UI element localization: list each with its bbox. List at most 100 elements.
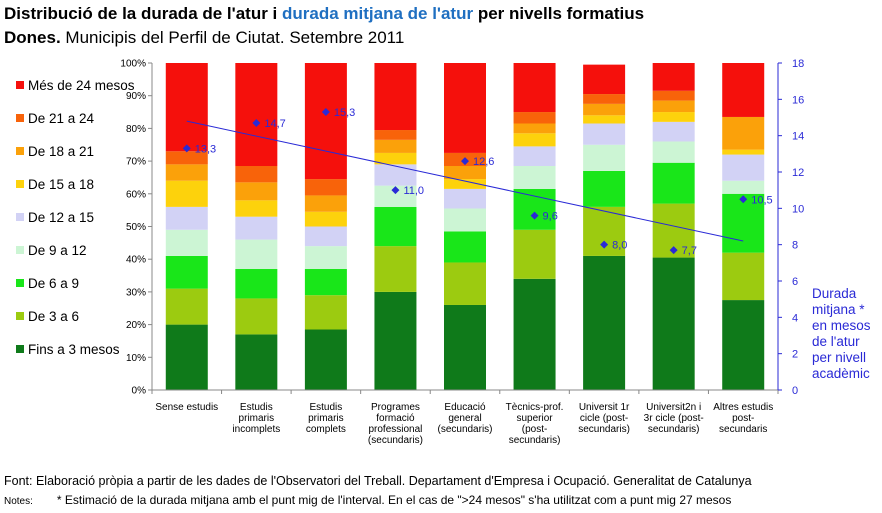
legend-swatch [16, 312, 24, 320]
y-left-tick-label: 10% [126, 353, 146, 364]
bar-segment [652, 100, 695, 113]
average-label: 7,7 [682, 245, 697, 257]
bar-segment [165, 206, 208, 230]
bar-segment [513, 63, 556, 113]
bar-segment [722, 149, 765, 155]
notes-label: Notes: [4, 496, 33, 507]
category-label: primaris [308, 413, 344, 424]
bar-segment [722, 252, 765, 301]
average-label: 14,7 [264, 118, 285, 130]
legend-item: De 21 a 24 [8, 111, 138, 144]
y-left-tick-label: 60% [126, 189, 146, 200]
bar-segment [444, 166, 486, 180]
y-right-tick-label: 18 [792, 58, 804, 70]
bar-segment [165, 324, 208, 390]
legend-item: De 9 a 12 [8, 243, 138, 276]
y-left-tick-label: 80% [126, 124, 146, 135]
legend-item: Fins a 3 mesos [8, 342, 138, 375]
bar-segment [652, 257, 695, 390]
bar-segment [374, 139, 417, 153]
average-label: 8,0 [612, 240, 627, 252]
legend-swatch [16, 81, 24, 89]
bar-segment [374, 164, 417, 186]
average-label: 9,6 [543, 211, 558, 223]
bar-segment [165, 255, 208, 289]
category-label: 3r cicle (post- [644, 413, 704, 424]
legend-label: De 21 a 24 [28, 111, 95, 126]
legend-swatch [16, 213, 24, 221]
category-label: secundaris [719, 424, 767, 435]
bar-segment [235, 269, 278, 299]
y-right-tick-label: 12 [792, 167, 804, 179]
bar-segment [583, 64, 626, 95]
category-label: (secundaris) [368, 435, 423, 446]
category-label: secundaris) [648, 424, 700, 435]
average-label: 11,0 [403, 185, 424, 197]
bar-segment [304, 226, 347, 247]
bar-segment [513, 146, 556, 167]
bar-segment [374, 185, 417, 207]
average-marker [669, 246, 678, 255]
legend: Més de 24 mesos De 21 a 24 De 18 a 21 De 15… [8, 78, 138, 375]
bar-segment [235, 239, 278, 270]
category-label: complets [306, 424, 346, 435]
bar-segment [513, 112, 556, 124]
legend-item: De 3 a 6 [8, 309, 138, 342]
legend-swatch [16, 345, 24, 353]
bar-segment [444, 304, 486, 390]
category-label: Tècnics-prof. [506, 402, 564, 413]
bar-segment [444, 262, 486, 305]
legend-swatch [16, 180, 24, 188]
bar-segment [444, 188, 486, 209]
bar-segment [165, 180, 208, 207]
bar-segment [722, 180, 765, 194]
bar-segment [304, 295, 347, 330]
category-label: Altres estudis [713, 402, 773, 413]
legend-item: De 6 a 9 [8, 276, 138, 309]
average-marker [252, 118, 261, 127]
average-label: 13,3 [195, 143, 216, 155]
category-label: primaris [239, 413, 275, 424]
category-label: Estudis [309, 402, 342, 413]
category-label: general [448, 413, 481, 424]
bar-segment [374, 291, 417, 390]
category-label: formació [376, 413, 415, 424]
category-label: post- [732, 413, 754, 424]
bar-segment [374, 130, 417, 140]
bar-segment [583, 123, 626, 145]
source-text: Font: Elaboració pròpia a partir de les … [4, 474, 752, 488]
bar-segment [652, 141, 695, 163]
category-label: (post- [522, 424, 548, 435]
average-marker [391, 186, 400, 195]
bar-segment [444, 63, 486, 153]
average-trendline [186, 120, 744, 242]
bar-segment [722, 300, 765, 390]
category-label: Universit 1r [579, 402, 630, 413]
legend-label: De 6 a 9 [28, 276, 80, 291]
bar-segment [235, 216, 278, 240]
bar-segment [304, 195, 347, 212]
category-label: Sense estudis [155, 402, 218, 413]
category-label: Estudis [240, 402, 273, 413]
legend-label: Fins a 3 mesos [28, 342, 120, 357]
category-label: cicle (post- [580, 413, 628, 424]
bar-segment [722, 193, 765, 253]
bar-segment [374, 152, 417, 165]
bar-segment [235, 334, 278, 390]
bar-segment [513, 166, 556, 189]
chart-subtitle: Dones. Municipis del Perfil de Ciutat. S… [4, 26, 404, 50]
legend-label: De 9 a 12 [28, 243, 87, 258]
legend-swatch [16, 114, 24, 122]
y-right-tick-label: 16 [792, 94, 804, 106]
bar-segment [583, 144, 626, 171]
average-marker [182, 144, 191, 153]
bar-segment [513, 229, 556, 279]
subtitle-bold: Dones. [4, 28, 61, 47]
bar-segment [165, 151, 208, 165]
bar-segment [652, 121, 695, 142]
average-label: 15,3 [334, 107, 355, 119]
legend-label: De 12 a 15 [28, 210, 95, 225]
subtitle-rest: Municipis del Perfil de Ciutat. Setembre… [60, 28, 405, 47]
bar-segment [304, 179, 347, 196]
notes-text: Notes: * Estimació de la durada mitjana a… [4, 493, 731, 507]
